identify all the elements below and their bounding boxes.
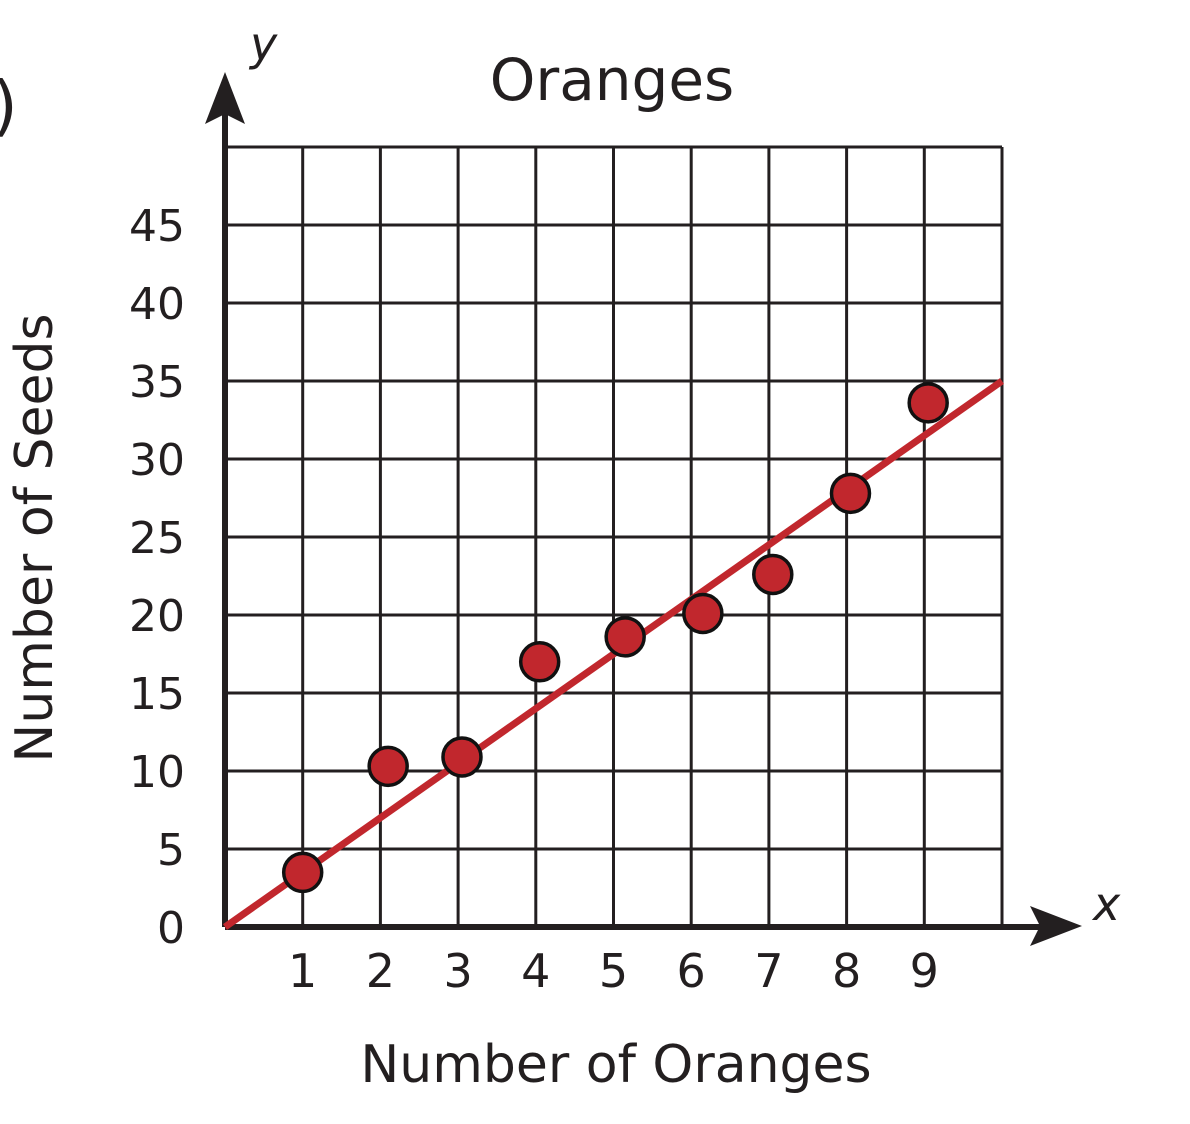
data-point: [281, 851, 324, 894]
y-axis-arrowhead: [205, 72, 245, 124]
x-tick-label: 5: [599, 944, 628, 998]
data-point: [441, 736, 483, 778]
y-axis-letter: y: [248, 17, 278, 71]
y-tick-label: 25: [129, 513, 185, 564]
x-axis-label: Number of Oranges: [360, 1035, 871, 1095]
data-points: [281, 382, 949, 894]
x-tick-label: 3: [443, 944, 472, 998]
data-point: [367, 745, 409, 788]
y-tick-label: 15: [129, 669, 185, 720]
data-point: [682, 592, 724, 635]
y-tick-label: 20: [129, 591, 185, 642]
axes: [205, 72, 1082, 946]
y-tick-label: 35: [129, 357, 185, 408]
x-tick-label: 6: [677, 944, 706, 998]
y-tick-label: 45: [129, 201, 185, 252]
x-tick-label: 2: [366, 944, 395, 998]
x-tick-label: 9: [910, 944, 939, 998]
chart-title: Oranges: [490, 46, 735, 114]
data-point: [907, 382, 949, 424]
corner-mark: ): [0, 67, 18, 144]
y-axis-label: Number of Seeds: [5, 313, 65, 762]
y-tick-label: 5: [157, 825, 185, 876]
data-point: [752, 553, 794, 596]
x-axis-letter: x: [1091, 877, 1121, 931]
x-tick-label: 4: [521, 944, 550, 998]
y-tick-label: 0: [157, 903, 185, 954]
y-tick-label: 10: [129, 747, 185, 798]
x-axis-arrowhead: [1030, 906, 1082, 946]
data-point: [518, 641, 561, 683]
data-point: [829, 472, 872, 515]
y-tick-label: 40: [129, 279, 185, 330]
y-tick-labels: 0 5 10 15 20 25 30 35 40 45: [129, 201, 185, 954]
data-point: [604, 616, 646, 658]
x-tick-label: 1: [288, 944, 317, 998]
x-tick-label: 7: [754, 944, 783, 998]
grid: [223, 145, 1004, 929]
x-tick-label: 8: [832, 944, 861, 998]
y-tick-label: 30: [129, 435, 185, 486]
